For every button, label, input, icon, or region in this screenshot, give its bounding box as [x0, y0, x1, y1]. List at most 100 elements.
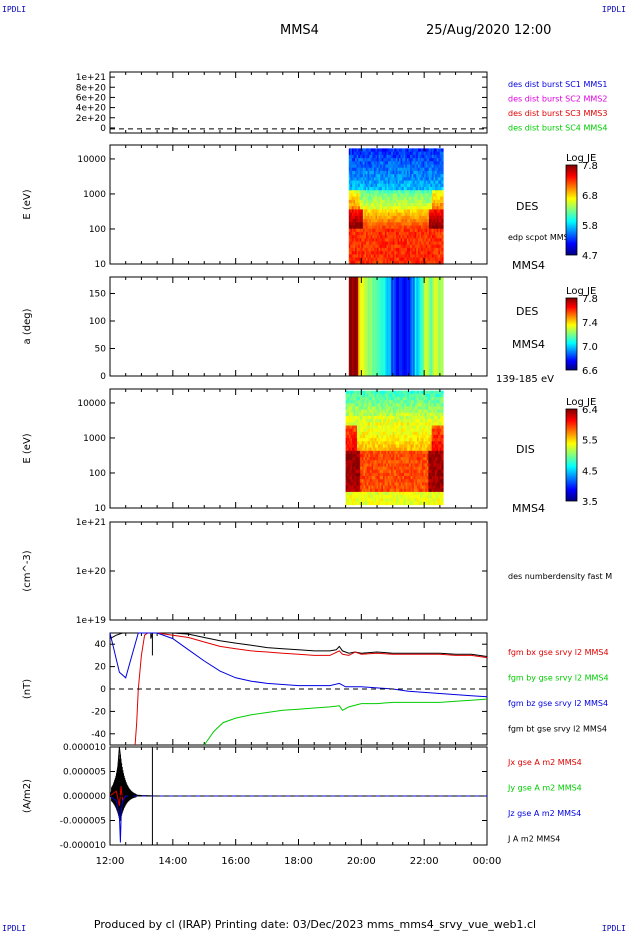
spectrogram-cell: [377, 180, 380, 185]
spectrogram-cell: [383, 453, 386, 458]
spectrogram-cell: [391, 151, 394, 156]
spectrogram-cell: [362, 167, 366, 172]
spectrogram-cell: [433, 409, 436, 414]
spectrogram-cell: [415, 397, 418, 401]
spectrogram-cell: [372, 206, 375, 210]
spectrogram-cell: [373, 431, 376, 436]
spectrogram-cell: [355, 199, 358, 204]
spectrogram-cell: [361, 434, 365, 439]
spectrogram-cell: [359, 161, 362, 166]
spectrogram-cell: [425, 495, 428, 499]
spectrogram-cell: [348, 422, 352, 427]
spectrogram-cell: [373, 428, 376, 433]
spectrogram-cell: [399, 390, 402, 395]
spectrogram-cell: [399, 222, 402, 227]
spectrogram-cell: [430, 212, 433, 217]
spectrogram-cell: [435, 257, 438, 262]
spectrogram-cell: [439, 228, 443, 233]
spectrogram-cell: [384, 167, 388, 172]
spectrogram-cell: [410, 447, 413, 452]
spectrogram-cell: [353, 444, 356, 449]
spectrogram-cell: [421, 482, 425, 487]
spectrogram-cell: [366, 501, 369, 506]
spectrogram-cell: [351, 180, 355, 185]
spectrogram-cell: [408, 174, 411, 178]
spectrogram-cell: [423, 498, 426, 502]
spectrogram-cell: [378, 444, 381, 449]
spectrogram-cell: [433, 469, 436, 474]
spectrogram-cell: [383, 177, 386, 182]
spectrogram-cell: [356, 238, 359, 243]
spectrogram-cell: [425, 400, 428, 404]
spectrogram-cell: [383, 170, 386, 175]
spectrogram-cell: [384, 460, 387, 464]
spectrogram-cell: [405, 167, 408, 172]
spectrogram-cell: [422, 215, 425, 220]
spectrogram-cell: [366, 183, 369, 188]
spectrogram-cell: [413, 409, 416, 414]
spectrogram-cell: [388, 222, 391, 227]
spectrogram-cell: [361, 393, 365, 398]
spectrogram-cell: [347, 488, 350, 493]
spectrogram-cell: [388, 212, 391, 217]
spectrogram-cell: [387, 460, 390, 464]
spectrogram-cell: [388, 193, 391, 198]
spectrogram-cell: [365, 460, 368, 464]
spectrogram-cell: [386, 457, 389, 461]
spectrogram-cell: [439, 235, 443, 239]
spectrogram-cell: [394, 495, 397, 499]
spectrogram-cell: [400, 257, 403, 262]
panel-frame-4: [109, 521, 488, 621]
spectrogram-cell: [424, 222, 427, 227]
spectrogram-cell: [418, 393, 421, 398]
spectrogram-cell: [367, 257, 370, 262]
spectrogram-cell: [347, 450, 350, 455]
spectrogram-cell: [414, 228, 417, 233]
spectrogram-cell: [410, 431, 413, 436]
spectrogram-cell: [426, 463, 429, 468]
spectrogram-cell: [386, 453, 389, 458]
spectrogram-cell: [399, 244, 402, 249]
spectrogram-cell: [436, 238, 439, 243]
spectrogram-cell: [352, 390, 355, 395]
spectrogram-cell: [436, 222, 439, 227]
spectrogram-cell: [389, 444, 392, 449]
spectrogram-cell: [352, 444, 355, 449]
spectrogram-cell: [428, 193, 432, 198]
spectrogram-cell: [361, 403, 365, 408]
spectrogram-cell: [350, 416, 353, 420]
spectrogram-cell: [376, 463, 379, 468]
spectrogram-cell: [355, 431, 358, 436]
spectrogram-cell: [408, 215, 411, 220]
spectrogram-cell: [426, 403, 429, 408]
spectrogram-cell: [430, 206, 433, 210]
y-tick-label: 1000: [83, 434, 106, 444]
spectrogram-cell: [405, 469, 408, 474]
spectrogram-cell: [404, 438, 407, 442]
spectrogram-cell: [384, 257, 388, 262]
spectrogram-cell: [405, 174, 408, 178]
spectrogram-cell: [438, 469, 441, 474]
spectrogram-cell: [436, 241, 439, 246]
spectrogram-cell: [360, 400, 363, 404]
spectrogram-cell: [402, 403, 405, 408]
spectrogram-cell: [350, 431, 353, 436]
spectrogram-cell: [422, 177, 425, 182]
spectrogram-cell: [350, 463, 353, 468]
spectrogram-cell: [420, 485, 423, 490]
spectrogram-cell: [392, 393, 395, 398]
spectrogram-cell: [379, 403, 382, 408]
spectrogram-cell: [386, 154, 389, 159]
spectrogram-cell: [423, 453, 426, 458]
spectrogram-cell: [389, 460, 392, 464]
spectrogram-cell: [400, 416, 403, 420]
spectrogram-cell: [408, 463, 412, 468]
spectrogram-cell: [439, 247, 443, 252]
spectrogram-cell: [364, 170, 367, 175]
spectrogram-cell: [366, 170, 369, 175]
spectrogram-cell: [389, 482, 392, 487]
spectrogram-cell: [370, 222, 373, 227]
spectrogram-cell: [424, 260, 427, 265]
spectrogram-cell: [435, 277, 438, 376]
spectrogram-cell: [384, 151, 388, 156]
